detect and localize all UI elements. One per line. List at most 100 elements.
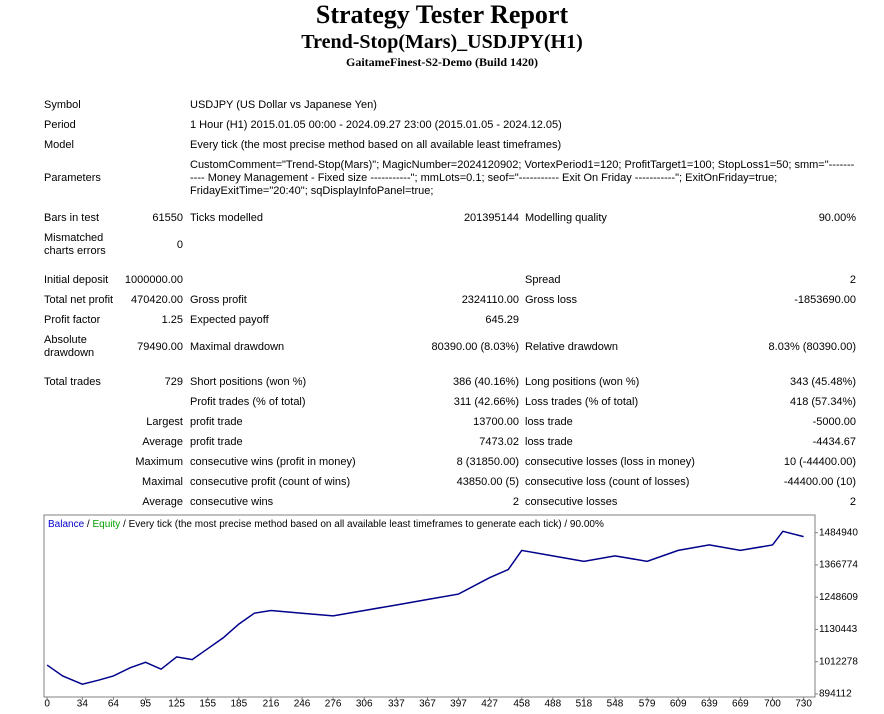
stat-value: 1.25 <box>161 313 183 326</box>
report-title: Strategy Tester Report <box>315 0 569 29</box>
x-tick-label: 669 <box>732 699 749 710</box>
stat-label: Absolute drawdown <box>44 334 95 359</box>
x-tick-label: 185 <box>230 699 247 710</box>
y-tick-label: 1130443 <box>819 624 858 635</box>
stat-label: consecutive losses (loss in money) <box>525 455 695 468</box>
stat-value: Maximal <box>142 475 183 488</box>
stat-label: Bars in test <box>44 211 100 224</box>
x-tick-label: 64 <box>108 699 120 710</box>
stat-label: Maximal drawdown <box>190 340 285 353</box>
stat-value: 2 <box>849 495 856 508</box>
stat-value: 418 (57.34%) <box>789 395 856 408</box>
x-tick-label: 276 <box>325 699 342 710</box>
stat-label: Modelling quality <box>525 211 607 224</box>
balance-line <box>46 530 804 685</box>
x-tick-label: 518 <box>576 699 593 710</box>
stat-value: 10 (-44400.00) <box>783 455 856 468</box>
x-tick-label: 579 <box>639 699 656 710</box>
x-tick-label: 337 <box>388 699 405 710</box>
info-row: Symbol USDJPY (US Dollar vs Japanese Yen) <box>0 97 884 113</box>
stat-row: Absolute drawdown 79490.00 Maximal drawdow… <box>0 333 884 361</box>
stat-value: 343 (45.48%) <box>789 375 856 388</box>
info-value: Every tick (the most precise method base… <box>190 138 562 151</box>
legend-part: / Every tick (the most precise method ba… <box>120 519 604 530</box>
x-tick-label: 458 <box>513 699 530 710</box>
x-tick-label: 95 <box>140 699 152 710</box>
stat-label: Total trades <box>44 375 101 388</box>
stat-label: loss trade <box>525 435 573 448</box>
legend-part: Equity <box>92 519 120 530</box>
stat-row: Profit factor 1.25 Expected payoff 645.29 <box>0 312 884 328</box>
x-tick-label: 306 <box>356 699 373 710</box>
x-tick-label: 639 <box>701 699 718 710</box>
info-label: Model <box>44 138 74 151</box>
stat-row: Average profit trade 7473.02 loss trade -443… <box>0 434 884 450</box>
stat-value: -4434.67 <box>812 435 856 448</box>
stat-label: Long positions (won %) <box>525 375 640 388</box>
x-tick-label: 397 <box>450 699 467 710</box>
x-tick-label: 427 <box>481 699 498 710</box>
server-info: GaitameFinest-S2-Demo (Build 1420) <box>346 55 538 69</box>
stat-label: Total net profit <box>44 293 114 306</box>
info-label: Parameters <box>44 171 101 184</box>
stat-value: 2 <box>512 495 519 508</box>
stat-value: 201395144 <box>463 211 519 224</box>
stat-value: -44400.00 (10) <box>783 475 856 488</box>
stat-label: Gross loss <box>525 293 577 306</box>
stat-row: Initial deposit 1000000.00 Spread 2 <box>0 272 884 288</box>
stat-row: Average consecutive wins 2 consecutive loss… <box>0 494 884 510</box>
info-row: Model Every tick (the most precise method… <box>0 137 884 153</box>
legend: Balance / Equity / Every tick (the most … <box>48 519 604 530</box>
y-tick-label: 1484940 <box>819 527 858 538</box>
info-label: Symbol <box>44 98 81 111</box>
stat-value: 61550 <box>152 211 183 224</box>
y-tick-label: 1248609 <box>819 592 858 603</box>
x-tick-label: 548 <box>607 699 624 710</box>
stat-label: loss trade <box>525 415 573 428</box>
stat-label: Initial deposit <box>44 273 109 286</box>
stat-value: 80390.00 (8.03%) <box>431 340 519 353</box>
stat-label: profit trade <box>190 435 243 448</box>
stat-value: 8 (31850.00) <box>456 455 519 468</box>
info-value: USDJPY (US Dollar vs Japanese Yen) <box>190 98 377 111</box>
stat-value: 470420.00 <box>131 293 183 306</box>
x-tick-label: 700 <box>764 699 781 710</box>
stat-label: consecutive loss (count of losses) <box>525 475 690 488</box>
stat-label: Gross profit <box>190 293 247 306</box>
stat-value: Largest <box>146 415 183 428</box>
info-value: CustomComment="Trend-Stop(Mars)"; MagicN… <box>190 158 855 197</box>
x-tick-label: 34 <box>77 699 89 710</box>
stat-value: 645.29 <box>485 313 519 326</box>
y-tick-label: 1366774 <box>819 560 858 571</box>
stat-value: 2324110.00 <box>461 293 519 306</box>
stat-row: Largest profit trade 13700.00 loss trade -50… <box>0 414 884 430</box>
stat-label: Ticks modelled <box>190 211 263 224</box>
stat-row: Total trades 729 Short positions (won %) 38… <box>0 374 884 390</box>
stat-value: 729 <box>164 375 183 388</box>
legend-part: / <box>84 519 92 530</box>
stat-value: -1853690.00 <box>794 293 856 306</box>
stat-row: Profit trades (% of total) 311 (42.66%) Lo… <box>0 394 884 410</box>
stat-value: -5000.00 <box>812 415 856 428</box>
stat-row: Bars in test 61550 Ticks modelled 201395144… <box>0 210 884 226</box>
x-tick-label: 216 <box>263 699 280 710</box>
x-tick-label: 155 <box>199 699 216 710</box>
stat-value: 386 (40.16%) <box>452 375 519 388</box>
stat-row: Total net profit 470420.00 Gross profit 232… <box>0 292 884 308</box>
y-tick-label: 1012278 <box>819 656 858 667</box>
stat-value: 311 (42.66%) <box>453 395 519 408</box>
stat-value: 43850.00 (5) <box>456 475 519 488</box>
stat-value: 90.00% <box>818 211 856 224</box>
stat-value: 8.03% (80390.00) <box>768 340 856 353</box>
stat-row: Maximum consecutive wins (profit in money… <box>0 454 884 470</box>
stat-value: Average <box>142 435 183 448</box>
x-tick-label: 609 <box>670 699 687 710</box>
info-label: Period <box>44 118 76 131</box>
stat-label: consecutive losses <box>525 495 618 508</box>
stat-value: 7473.02 <box>479 435 519 448</box>
stat-label: Loss trades (% of total) <box>525 395 639 408</box>
x-tick-label: 125 <box>168 699 185 710</box>
stat-row: Mismatched charts errors 0 <box>0 231 884 259</box>
stat-value: 79490.00 <box>137 340 183 353</box>
